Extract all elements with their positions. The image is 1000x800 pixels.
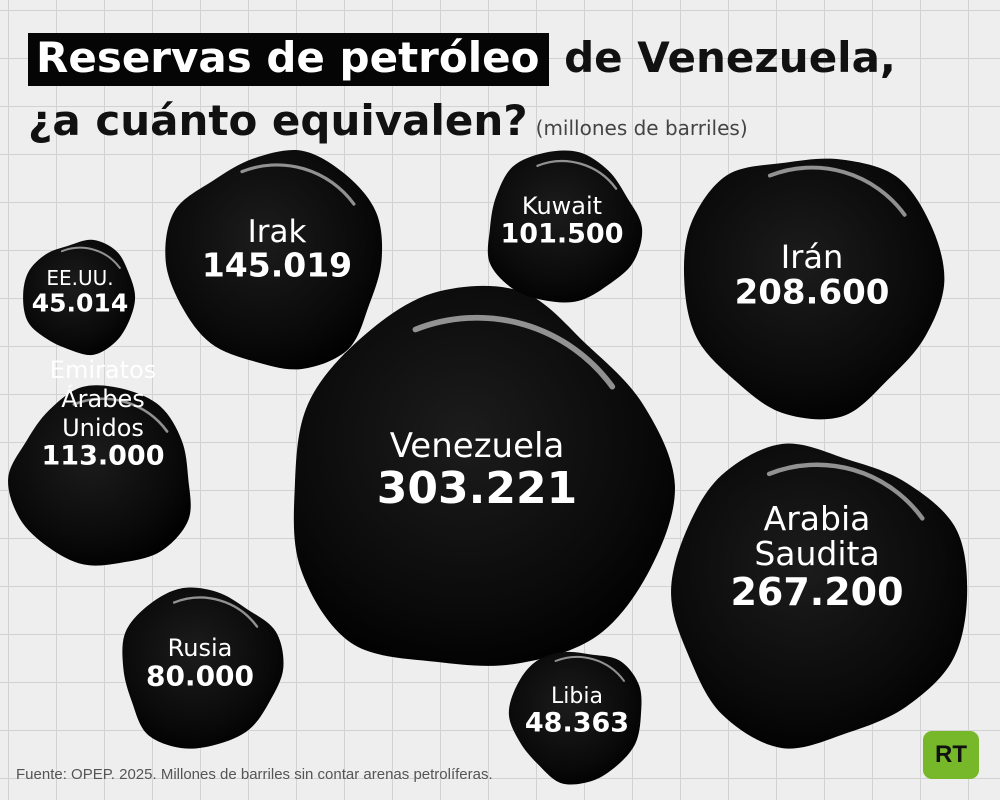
oil-shine-ee-uu	[60, 246, 121, 269]
oil-blob-iran	[683, 158, 945, 420]
bubble-name-arabia-saudita: Saudita	[754, 534, 879, 573]
subtitle-unit: (millones de barriles)	[535, 116, 748, 140]
bubble-ee-uu: EE.UU.45.014	[23, 239, 136, 356]
oil-shine-iran	[767, 165, 907, 217]
bubble-value-venezuela: 303.221	[377, 463, 577, 514]
oil-shine-venezuela	[412, 314, 616, 390]
oil-blob-emiratos-arabes-unidos	[8, 385, 191, 566]
title-line-1: Reservas de petróleo de Venezuela,	[28, 27, 896, 89]
bubble-name-libia: Libia	[551, 684, 603, 709]
oil-shine-rusia	[172, 596, 259, 628]
oil-blob-venezuela	[293, 285, 675, 666]
title-line-2: ¿a cuánto equivalen? (millones de barrile…	[28, 93, 748, 156]
oil-blob-kuwait	[487, 150, 643, 303]
title-highlight: Reservas de petróleo	[28, 33, 550, 86]
bubble-value-iran: 208.600	[735, 273, 890, 313]
bubble-value-rusia: 80.000	[146, 659, 254, 692]
bubble-value-libia: 48.363	[525, 707, 629, 738]
source-note: Fuente: OPEP. 2025. Millones de barriles…	[16, 766, 493, 783]
oil-blob-libia	[508, 651, 642, 785]
oil-shine-kuwait	[536, 159, 618, 190]
oil-shine-libia	[554, 655, 625, 682]
title-rest: de Venezuela,	[564, 33, 896, 82]
bubble-name-emiratos-arabes-unidos: Emiratos	[50, 356, 156, 384]
oil-blob-rusia	[122, 587, 284, 749]
bubble-value-irak: 145.019	[202, 246, 352, 285]
rt-logo: RT	[923, 731, 979, 779]
bubble-name-kuwait: Kuwait	[522, 192, 602, 220]
bubble-value-kuwait: 101.500	[501, 218, 624, 249]
bubble-name-rusia: Rusia	[168, 634, 233, 662]
bubble-value-ee-uu: 45.014	[32, 288, 128, 317]
bubble-value-emiratos-arabes-unidos: 113.000	[42, 440, 165, 471]
bubble-name-arabia-saudita: Arabia	[764, 499, 871, 538]
oil-blob-irak	[165, 150, 383, 370]
oil-shine-irak	[240, 163, 356, 206]
bubble-name-irak: Irak	[248, 214, 307, 250]
oil-shine-arabia-saudita	[766, 462, 925, 521]
oil-blob-arabia-saudita	[671, 443, 968, 749]
bubble-name-emiratos-arabes-unidos: Árabes	[61, 384, 145, 413]
oil-shine-emiratos-arabes-unidos	[72, 397, 169, 433]
bubble-name-venezuela: Venezuela	[390, 426, 565, 466]
oil-blob-ee-uu	[23, 239, 136, 356]
title-question: ¿a cuánto equivalen?	[28, 96, 528, 145]
bubble-value-arabia-saudita: 267.200	[730, 570, 903, 614]
bubble-name-emiratos-arabes-unidos: Unidos	[62, 414, 144, 442]
bubble-name-ee-uu: EE.UU.	[46, 266, 113, 290]
bubble-name-iran: Irán	[781, 238, 843, 276]
